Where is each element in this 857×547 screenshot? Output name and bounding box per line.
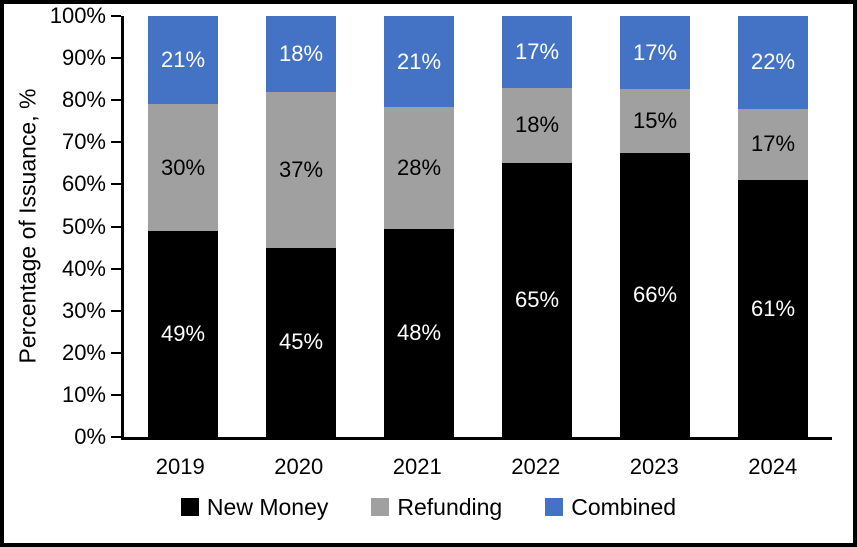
y-axis-tick-label: 10% xyxy=(61,381,106,407)
bar-segment-refunding-2020: 37% xyxy=(266,91,336,248)
legend: New Money Refunding Combined xyxy=(4,494,853,520)
x-axis: 2019 2020 2021 2022 2023 2024 xyxy=(121,454,832,480)
y-axis-tick-label: 50% xyxy=(61,213,106,239)
bar-slot-2023: 17% 15% 66% xyxy=(596,16,714,437)
y-axis-tick-mark xyxy=(111,15,121,17)
plot-area: 21% 30% 49% 18% 37% 45% 21% 28% 48% 17% 18% 65% 17% 1… xyxy=(121,16,832,440)
legend-item-new-money: New Money xyxy=(180,494,329,520)
bar-segment-combined-2023: 17% xyxy=(620,16,690,90)
segment-label: 28% xyxy=(396,154,442,180)
legend-label-refunding: Refunding xyxy=(397,494,503,520)
legend-label-new-money: New Money xyxy=(206,494,329,520)
segment-label: 21% xyxy=(160,47,206,73)
y-axis-tick-mark xyxy=(111,99,121,102)
y-axis-tick-label: 70% xyxy=(61,129,106,155)
y-axis-tick-mark xyxy=(111,57,121,60)
bar-segment-new-money-2020: 45% xyxy=(266,247,336,437)
segment-label: 22% xyxy=(750,49,796,75)
x-axis-label-2020: 2020 xyxy=(274,454,324,479)
segment-label: 17% xyxy=(514,38,560,64)
bars-area: 21% 30% 49% 18% 37% 45% 21% 28% 48% 17% 18% 65% 17% 1… xyxy=(124,16,832,437)
segment-label: 66% xyxy=(632,282,678,308)
x-axis-label-2021: 2021 xyxy=(392,454,442,479)
segment-label: 48% xyxy=(396,319,442,345)
legend-swatch-combined xyxy=(545,498,564,516)
bar-segment-new-money-2022: 65% xyxy=(502,163,572,437)
y-axis-tick-label: 80% xyxy=(61,87,106,113)
bar-segment-new-money-2024: 61% xyxy=(738,180,808,437)
bar-2021: 21% 28% 48% xyxy=(384,16,454,437)
bar-2019: 21% 30% 49% xyxy=(148,16,218,437)
bar-slot-2022: 17% 18% 65% xyxy=(478,16,596,437)
x-axis-label-2019: 2019 xyxy=(155,454,205,479)
bar-2020: 18% 37% 45% xyxy=(266,16,336,437)
bar-segment-combined-2024: 22% xyxy=(738,16,808,109)
y-axis-tick-label: 100% xyxy=(49,3,106,28)
bar-slot-2020: 18% 37% 45% xyxy=(242,16,360,437)
segment-label: 30% xyxy=(160,154,206,180)
bar-segment-new-money-2023: 66% xyxy=(620,153,690,437)
segment-label: 17% xyxy=(632,39,678,65)
segment-label: 21% xyxy=(396,48,442,74)
legend-swatch-new-money xyxy=(180,498,199,516)
y-axis-tick-mark xyxy=(111,309,121,312)
segment-label: 61% xyxy=(750,295,796,321)
legend-item-refunding: Refunding xyxy=(371,494,502,520)
bar-segment-refunding-2022: 18% xyxy=(502,87,572,164)
segment-label: 45% xyxy=(278,329,324,355)
bar-segment-combined-2022: 17% xyxy=(502,16,572,88)
x-axis-label-2022: 2022 xyxy=(511,454,561,479)
segment-label: 37% xyxy=(278,156,324,182)
legend-label-combined: Combined xyxy=(571,494,677,520)
y-axis-tick-label: 90% xyxy=(61,45,106,71)
legend-item-combined: Combined xyxy=(545,494,676,520)
segment-label: 15% xyxy=(632,108,678,134)
legend-swatch-refunding xyxy=(371,498,390,516)
segment-label: 49% xyxy=(160,320,206,346)
segment-label: 17% xyxy=(750,131,796,157)
y-axis-tick-mark xyxy=(111,267,121,270)
bar-segment-refunding-2023: 15% xyxy=(620,89,690,154)
y-axis-tick-mark xyxy=(111,183,121,186)
y-axis-tick-mark xyxy=(111,351,121,354)
bar-segment-combined-2020: 18% xyxy=(266,16,336,92)
bar-segment-new-money-2021: 48% xyxy=(384,228,454,437)
bar-2024: 22% 17% 61% xyxy=(738,16,808,437)
bar-slot-2024: 22% 17% 61% xyxy=(714,16,832,437)
y-axis-tick-label: 30% xyxy=(61,297,106,323)
y-axis-tick-mark xyxy=(111,225,121,228)
bar-2023: 17% 15% 66% xyxy=(620,16,690,437)
bar-2022: 17% 18% 65% xyxy=(502,16,572,437)
y-axis-tick-label: 60% xyxy=(61,171,106,197)
y-axis-tick-label: 40% xyxy=(61,255,106,281)
x-axis-label-2024: 2024 xyxy=(748,454,798,479)
y-axis-tick-mark xyxy=(111,393,121,396)
bar-segment-new-money-2019: 49% xyxy=(148,230,218,437)
bar-segment-refunding-2021: 28% xyxy=(384,107,454,229)
y-axis-tick-label: 0% xyxy=(74,424,106,449)
bar-segment-refunding-2019: 30% xyxy=(148,104,218,231)
bar-slot-2019: 21% 30% 49% xyxy=(124,16,242,437)
y-axis-tick-mark xyxy=(111,141,121,144)
bar-segment-combined-2021: 21% xyxy=(384,16,454,108)
y-axis-tick-label: 20% xyxy=(61,339,106,365)
bar-slot-2021: 21% 28% 48% xyxy=(360,16,478,437)
segment-label: 18% xyxy=(514,112,560,138)
bar-segment-combined-2019: 21% xyxy=(148,16,218,105)
x-axis-label-2023: 2023 xyxy=(629,454,679,479)
bar-segment-refunding-2024: 17% xyxy=(738,108,808,181)
segment-label: 65% xyxy=(514,287,560,313)
y-axis-tick-mark xyxy=(111,436,121,438)
segment-label: 18% xyxy=(278,40,324,66)
